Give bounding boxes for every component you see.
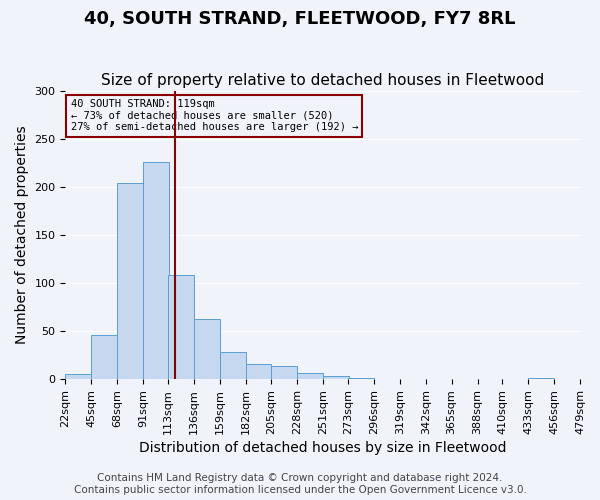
- Bar: [168, 276, 194, 379]
- Bar: [220, 352, 245, 379]
- Bar: [143, 162, 169, 379]
- Bar: [323, 376, 349, 379]
- Text: 40 SOUTH STRAND: 119sqm
← 73% of detached houses are smaller (520)
27% of semi-d: 40 SOUTH STRAND: 119sqm ← 73% of detache…: [71, 99, 358, 132]
- Bar: [348, 378, 374, 379]
- Text: Contains HM Land Registry data © Crown copyright and database right 2024.
Contai: Contains HM Land Registry data © Crown c…: [74, 474, 526, 495]
- Bar: [194, 318, 220, 379]
- Bar: [298, 374, 323, 379]
- Bar: [65, 374, 91, 379]
- Bar: [271, 366, 298, 379]
- Bar: [528, 378, 554, 379]
- Bar: [245, 364, 271, 379]
- Bar: [91, 335, 117, 379]
- Y-axis label: Number of detached properties: Number of detached properties: [15, 126, 29, 344]
- Bar: [117, 183, 143, 379]
- X-axis label: Distribution of detached houses by size in Fleetwood: Distribution of detached houses by size …: [139, 441, 506, 455]
- Text: 40, SOUTH STRAND, FLEETWOOD, FY7 8RL: 40, SOUTH STRAND, FLEETWOOD, FY7 8RL: [84, 10, 516, 28]
- Title: Size of property relative to detached houses in Fleetwood: Size of property relative to detached ho…: [101, 73, 544, 88]
